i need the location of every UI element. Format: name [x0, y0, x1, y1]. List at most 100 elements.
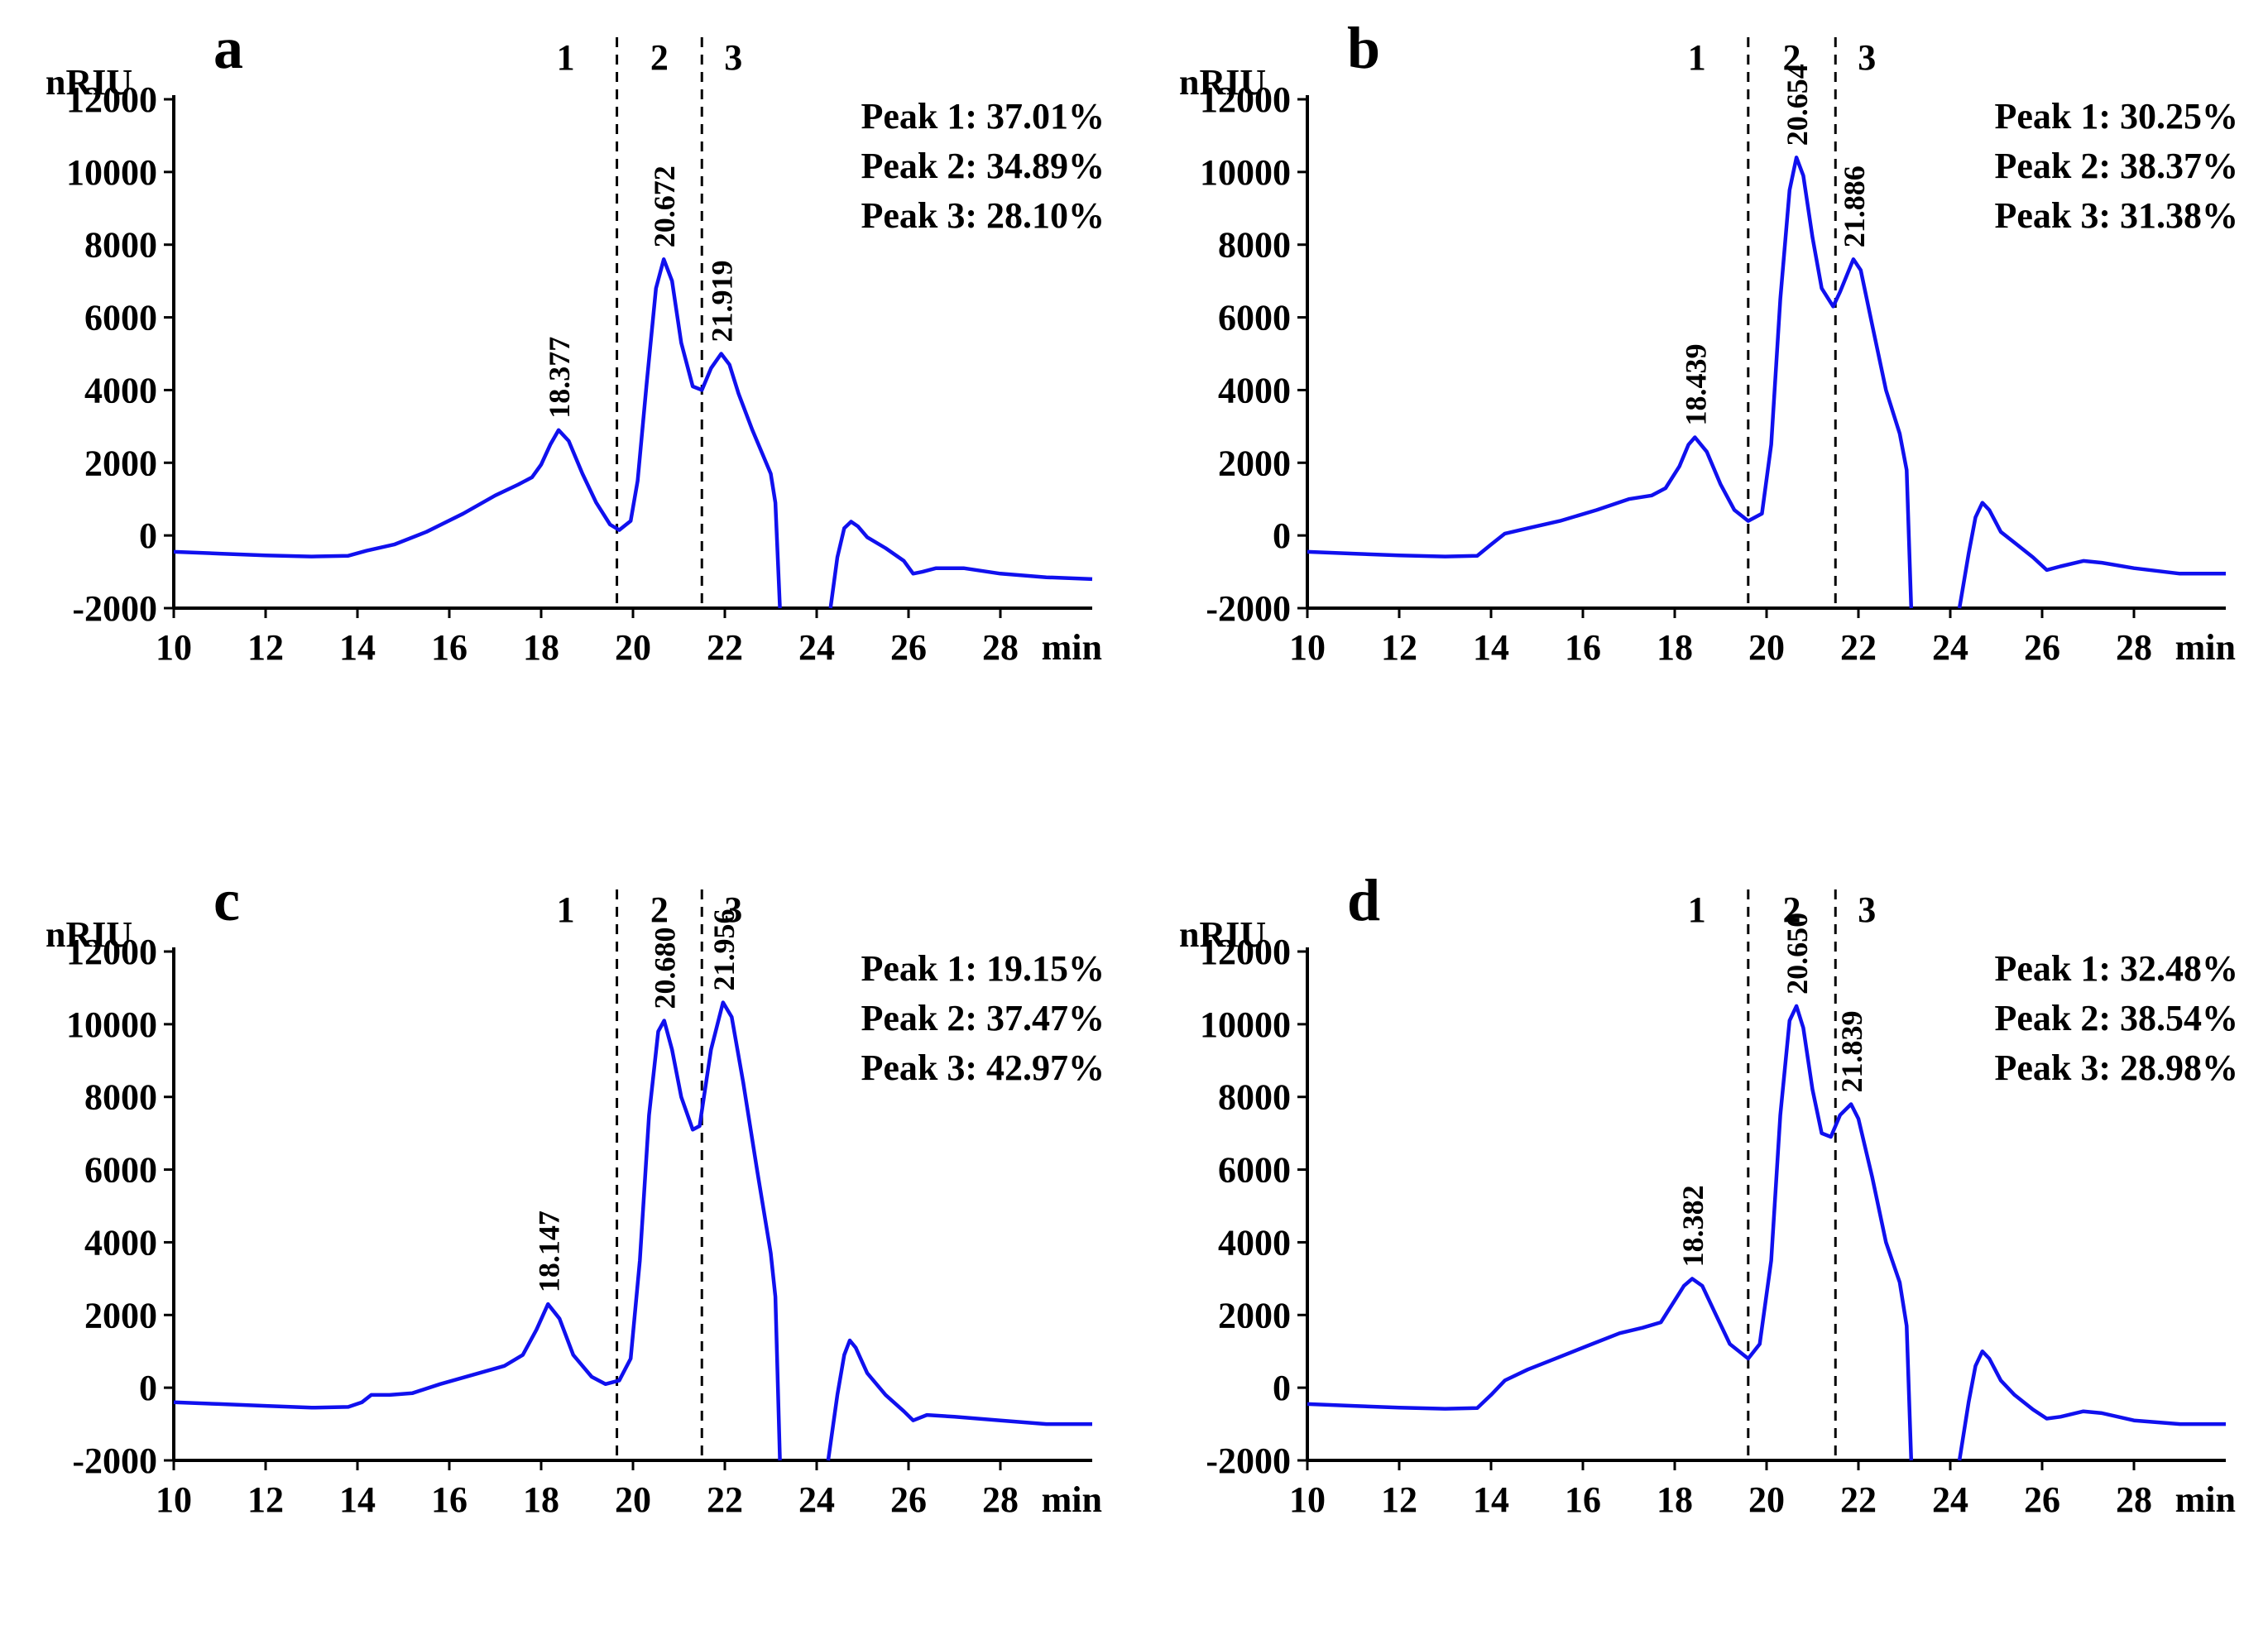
x-tick-label: 20	[1748, 627, 1785, 668]
y-tick-label: 6000	[1218, 298, 1291, 338]
panel-label: b	[1347, 15, 1380, 81]
x-unit-label: min	[1042, 1479, 1102, 1520]
x-tick-label: 14	[1473, 627, 1509, 668]
panel-label: a	[213, 15, 243, 81]
peak-percent-3: Peak 3: 42.97%	[861, 1048, 1105, 1088]
region-label-1: 1	[557, 889, 575, 930]
x-tick-label: 22	[707, 627, 743, 668]
x-tick-label: 18	[523, 1479, 559, 1520]
peak-percent-1: Peak 1: 32.48%	[1994, 948, 2238, 989]
x-tick-label: 10	[156, 627, 192, 668]
y-tick-label: 12000	[1200, 932, 1291, 972]
y-tick-label: 10000	[1200, 1004, 1291, 1045]
peak-percent-1: Peak 1: 19.15%	[861, 948, 1105, 989]
y-tick-label: 6000	[84, 298, 157, 338]
peak-rt-label: 21.839	[1835, 1011, 1868, 1093]
series-line-c	[826, 1338, 1092, 1461]
x-tick-label: 28	[982, 627, 1019, 668]
y-tick-label: 0	[139, 1368, 157, 1408]
series-line-d	[1957, 1349, 2226, 1461]
peak-rt-label: 18.439	[1679, 344, 1712, 426]
peak-rt-label: 21.956	[707, 909, 741, 991]
series-line-a	[173, 257, 782, 609]
chart-svg-a: a nRIU -2000 0 2000 4000 6000 8000 10000 12000 10 1…	[46, 15, 1105, 668]
peak-rt-label: 18.377	[543, 337, 576, 419]
panel-label: d	[1347, 867, 1380, 933]
peak-percent-1: Peak 1: 37.01%	[861, 96, 1105, 137]
x-tick-label: 12	[247, 1479, 284, 1520]
y-unit-label: nRIU	[46, 914, 132, 955]
chart-panel-d: d nRIU -2000 0 2000 4000 6000 8000 10000 12000 10 1…	[1134, 852, 2259, 1630]
y-tick-label: 2000	[84, 443, 157, 483]
y-tick-label: 10000	[66, 152, 157, 193]
x-tick-label: 10	[1289, 1479, 1326, 1520]
x-unit-label: min	[2175, 627, 2236, 668]
peak-rt-label: 20.650	[1781, 913, 1814, 995]
peak-rt-label: 20.672	[648, 165, 681, 247]
x-tick-label: 10	[1289, 627, 1326, 668]
peak-rt-label: 18.382	[1676, 1185, 1709, 1267]
region-label-2: 2	[1783, 37, 1801, 78]
x-tick-label: 18	[1657, 1479, 1693, 1520]
x-tick-label: 12	[1381, 1479, 1417, 1520]
peak-rt-label: 18.147	[532, 1211, 565, 1292]
y-tick-label: 10000	[66, 1004, 157, 1045]
y-tick-label: 6000	[1218, 1150, 1291, 1191]
x-tick-label: 22	[1840, 627, 1877, 668]
x-tick-label: 16	[1565, 1479, 1601, 1520]
x-tick-label: 20	[615, 1479, 651, 1520]
x-tick-label: 24	[798, 627, 835, 668]
y-tick-label: 8000	[84, 225, 157, 266]
x-tick-label: 18	[1657, 627, 1693, 668]
region-label-1: 1	[557, 37, 575, 78]
y-tick-label: 4000	[84, 370, 157, 410]
x-tick-label: 16	[1565, 627, 1601, 668]
y-tick-label: 4000	[1218, 1222, 1291, 1263]
peak-rt-label: 21.919	[706, 261, 739, 343]
y-tick-label: 4000	[84, 1222, 157, 1263]
x-tick-label: 18	[523, 627, 559, 668]
x-tick-label: 24	[798, 1479, 835, 1520]
region-label-1: 1	[1688, 37, 1706, 78]
peak-rt-label: 20.680	[649, 927, 682, 1009]
chart-svg-c: c nRIU -2000 0 2000 4000 6000 8000 10000 12000 10 1…	[46, 867, 1105, 1520]
region-label-2: 2	[650, 889, 669, 930]
y-tick-label: -2000	[1206, 588, 1291, 629]
y-unit-label: nRIU	[1179, 62, 1266, 103]
x-unit-label: min	[1042, 627, 1102, 668]
series-line-c	[173, 1000, 782, 1461]
peak-rt-label: 20.654	[1781, 64, 1814, 146]
y-tick-label: 6000	[84, 1150, 157, 1191]
y-tick-label: 12000	[1200, 79, 1291, 120]
chart-panel-a: a nRIU -2000 0 2000 4000 6000 8000 10000 12000 10 1…	[0, 0, 1125, 778]
region-label-1: 1	[1688, 889, 1706, 930]
x-tick-label: 24	[1932, 627, 1968, 668]
peak-percent-1: Peak 1: 30.25%	[1994, 96, 2238, 137]
region-label-3: 3	[1858, 37, 1876, 78]
region-label-2: 2	[650, 37, 669, 78]
region-label-2: 2	[1783, 889, 1801, 930]
y-tick-label: 8000	[1218, 1077, 1291, 1118]
x-tick-label: 16	[431, 627, 468, 668]
region-label-3: 3	[1858, 889, 1876, 930]
peak-percent-3: Peak 3: 28.10%	[861, 195, 1105, 236]
y-tick-label: 0	[139, 515, 157, 556]
peak-percent-2: Peak 2: 38.54%	[1994, 998, 2238, 1038]
chart-panel-b: b nRIU -2000 0 2000 4000 6000 8000 10000 12000 10 1…	[1134, 0, 2259, 778]
series-line-d	[1307, 1004, 1914, 1461]
y-tick-label: 12000	[66, 932, 157, 972]
peak-percent-2: Peak 2: 37.47%	[861, 998, 1105, 1038]
y-tick-label: 2000	[1218, 1295, 1291, 1335]
x-tick-label: 22	[1840, 1479, 1877, 1520]
chart-svg-b: b nRIU -2000 0 2000 4000 6000 8000 10000 12000 10 1…	[1179, 15, 2238, 668]
x-tick-label: 20	[1748, 1479, 1785, 1520]
y-tick-label: -2000	[72, 588, 157, 629]
chart-panel-c: c nRIU -2000 0 2000 4000 6000 8000 10000 12000 10 1…	[0, 852, 1125, 1630]
y-tick-label: 12000	[66, 79, 157, 120]
region-label-3: 3	[724, 889, 742, 930]
peak-percent-2: Peak 2: 38.37%	[1994, 146, 2238, 186]
y-tick-label: -2000	[1206, 1441, 1291, 1481]
x-tick-label: 12	[247, 627, 284, 668]
y-tick-label: 2000	[84, 1295, 157, 1335]
peak-percent-3: Peak 3: 28.98%	[1994, 1048, 2238, 1088]
